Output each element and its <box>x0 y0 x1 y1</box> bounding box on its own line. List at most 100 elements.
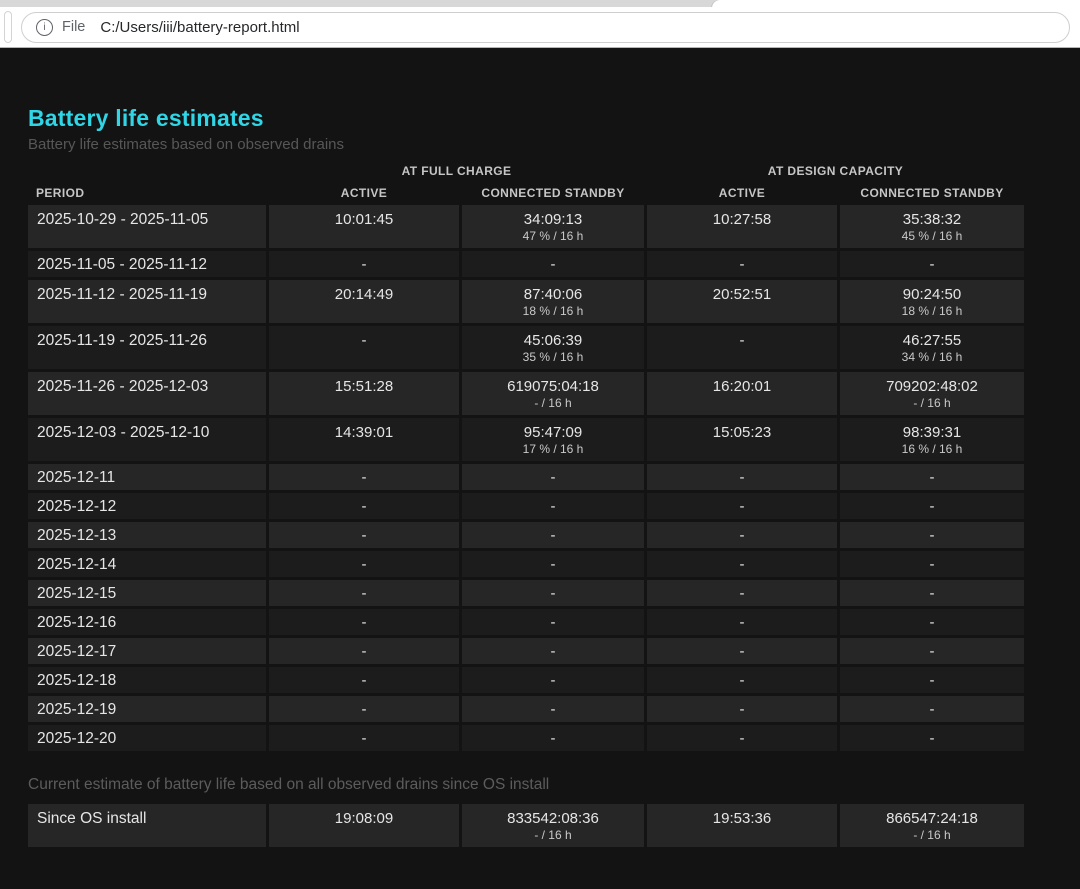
fc-standby-cell: - <box>462 609 644 635</box>
address-bar[interactable]: i File C:/Users/iii/battery-report.html <box>21 11 1070 43</box>
dc-active-cell: - <box>647 464 837 490</box>
url-text[interactable]: C:/Users/iii/battery-report.html <box>100 18 300 36</box>
group-header-spacer <box>28 161 266 180</box>
cell-value: - <box>550 498 556 515</box>
dc-standby-cell: - <box>840 609 1024 635</box>
fc-active-cell: - <box>269 326 459 369</box>
cell-value: - <box>739 643 745 660</box>
cell-value: - <box>550 643 556 660</box>
cell-value: 709202:48:02 <box>886 378 978 395</box>
cell-value: - <box>550 701 556 718</box>
period-cell: 2025-12-14 <box>28 551 266 577</box>
cell-value: - <box>929 498 935 515</box>
fc-standby-cell: - <box>462 522 644 548</box>
dc-standby-cell: 46:27:55 34 % / 16 h <box>840 326 1024 369</box>
cell-value: - <box>361 614 367 631</box>
cell-value: - <box>739 527 745 544</box>
cell-value: 16:20:01 <box>712 378 772 395</box>
cell-value: - <box>361 256 367 273</box>
period-cell: 2025-11-12 - 2025-11-19 <box>28 280 266 323</box>
drain-rate: 18 % / 16 h <box>901 304 963 318</box>
fc-active-cell: - <box>269 580 459 606</box>
fc-active-cell: - <box>269 725 459 751</box>
fc-standby-cell: - <box>462 464 644 490</box>
fc-active-cell: - <box>269 464 459 490</box>
cell-value: - <box>361 498 367 515</box>
drain-rate: 34 % / 16 h <box>901 350 963 364</box>
dc-active-cell: - <box>647 725 837 751</box>
table-row: Since OS install 19:08:09 833542:08:36- / … <box>28 804 1024 847</box>
cell-value: 2025-12-19 <box>37 701 117 718</box>
page-info-icon[interactable]: i <box>36 18 53 36</box>
table-row: 2025-12-18 - - - - <box>28 667 1024 693</box>
cell-value: - <box>739 469 745 486</box>
cell-value: 20:14:49 <box>334 286 394 303</box>
dc-standby-cell: - <box>840 522 1024 548</box>
page-title: Battery life estimates <box>28 105 264 131</box>
cell-value: - <box>929 527 935 544</box>
cell-value: - <box>361 332 367 349</box>
cell-value: - <box>361 730 367 747</box>
dc-standby-cell: - <box>840 251 1024 277</box>
fc-active-cell: 19:08:09 <box>269 804 459 847</box>
cell-value: - <box>550 614 556 631</box>
dc-standby-cell: - <box>840 696 1024 722</box>
cell-value: 15:51:28 <box>334 378 394 395</box>
fc-standby-cell: - <box>462 696 644 722</box>
cell-value: - <box>929 256 935 273</box>
drain-rate: 17 % / 16 h <box>522 442 584 456</box>
dc-active-cell: 16:20:01 <box>647 372 837 415</box>
cell-value: - <box>739 701 745 718</box>
cell-value: - <box>739 498 745 515</box>
toolbar-edge-button[interactable] <box>4 11 12 43</box>
period-cell: 2025-12-12 <box>28 493 266 519</box>
period-cell: 2025-12-17 <box>28 638 266 664</box>
fc-active-cell: 10:01:45 <box>269 205 459 248</box>
dc-active-cell: 19:53:36 <box>647 804 837 847</box>
dc-active-cell: - <box>647 493 837 519</box>
url-scheme-label: File <box>62 19 86 35</box>
cell-value: 2025-11-12 - 2025-11-19 <box>37 286 208 303</box>
fc-active-cell: - <box>269 551 459 577</box>
cell-value: 19:53:36 <box>712 810 772 827</box>
drain-rate: - / 16 h <box>534 396 572 410</box>
drain-rate: - / 16 h <box>913 396 951 410</box>
cell-value: 90:24:50 <box>902 286 962 303</box>
cell-value: 95:47:09 <box>523 424 583 441</box>
period-cell: 2025-12-15 <box>28 580 266 606</box>
table-row: 2025-10-29 - 2025-11-05 10:01:45 34:09:13 4… <box>28 205 1024 248</box>
cell-value: - <box>739 730 745 747</box>
since-install-caption: Current estimate of battery life based o… <box>28 776 550 793</box>
cell-value: 19:08:09 <box>334 810 394 827</box>
fc-standby-cell: 34:09:13 47 % / 16 h <box>462 205 644 248</box>
cell-value: 15:05:23 <box>712 424 772 441</box>
period-cell: 2025-12-16 <box>28 609 266 635</box>
fc-active-cell: 20:14:49 <box>269 280 459 323</box>
fc-standby-cell: - <box>462 551 644 577</box>
column-header-row: PERIOD ACTIVE CONNECTED STANDBY ACTIVE C… <box>28 183 1024 202</box>
drain-rate: - / 16 h <box>534 828 572 842</box>
dc-active-cell: - <box>647 326 837 369</box>
cell-value: - <box>550 256 556 273</box>
cell-value: 833542:08:36 <box>507 810 599 827</box>
column-header-fc-active: ACTIVE <box>340 186 388 200</box>
fc-standby-cell: - <box>462 638 644 664</box>
cell-value: - <box>929 585 935 602</box>
cell-value: 2025-10-29 - 2025-11-05 <box>37 211 209 228</box>
dc-standby-cell: - <box>840 551 1024 577</box>
fc-active-cell: - <box>269 609 459 635</box>
dc-active-cell: - <box>647 638 837 664</box>
cell-value: - <box>929 730 935 747</box>
cell-value: 34:09:13 <box>523 211 583 228</box>
cell-value: - <box>550 585 556 602</box>
cell-value: 14:39:01 <box>334 424 394 441</box>
cell-value: - <box>739 672 745 689</box>
cell-value: 2025-11-26 - 2025-12-03 <box>37 378 209 395</box>
dc-standby-cell: 98:39:31 16 % / 16 h <box>840 418 1024 461</box>
cell-value: - <box>361 701 367 718</box>
dc-standby-cell: 866547:24:18- / 16 h <box>840 804 1024 847</box>
cell-value: 2025-12-14 <box>37 556 117 573</box>
period-cell: 2025-11-19 - 2025-11-26 <box>28 326 266 369</box>
fc-standby-cell: 95:47:09 17 % / 16 h <box>462 418 644 461</box>
dc-standby-cell: - <box>840 464 1024 490</box>
